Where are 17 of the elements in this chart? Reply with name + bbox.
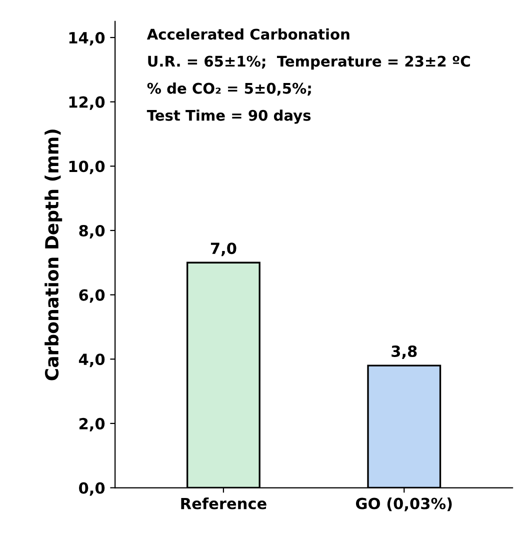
annotation: U.R. = 65±1%; Temperature = 23±2 ºC xyxy=(148,56,470,70)
y-axis-title: Carbonation Depth (mm) xyxy=(44,130,62,380)
data-label: 3,8 xyxy=(392,345,417,359)
y-tick-label: 4,0 xyxy=(78,354,105,368)
y-tick-label: 10,0 xyxy=(69,160,105,174)
y-tick-label: 14,0 xyxy=(69,32,105,46)
y-tick-label: 8,0 xyxy=(79,224,105,238)
y-tick-label: 2,0 xyxy=(79,418,105,432)
annotation: Test Time = 90 days xyxy=(146,110,311,124)
annotation: % de CO₂ = 5±0,5%; xyxy=(147,82,311,96)
data-label: 7,0 xyxy=(210,242,236,256)
y-tick-label: 6,0 xyxy=(79,289,105,303)
y-tick-label: 0,0 xyxy=(79,482,105,496)
x-tick-label: GO (0,03%) xyxy=(356,498,452,512)
annotation: Accelerated Carbonation xyxy=(146,28,350,40)
y-tick-label: 12,0 xyxy=(69,96,105,110)
x-tick-label: Reference xyxy=(181,497,266,510)
